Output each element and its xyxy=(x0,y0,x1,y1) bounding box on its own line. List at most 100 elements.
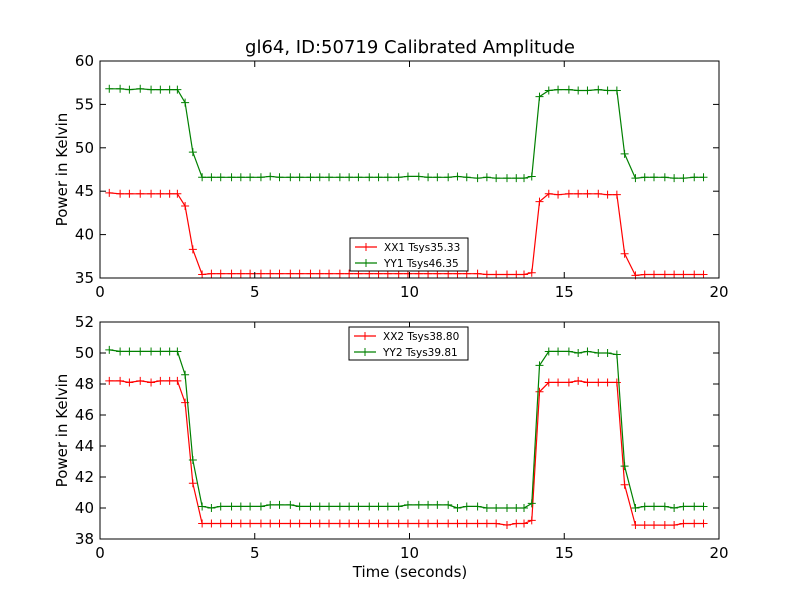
data-point-marker xyxy=(188,455,197,464)
data-point-marker xyxy=(670,521,679,530)
data-point-marker xyxy=(482,173,491,182)
data-point-marker xyxy=(631,504,640,512)
x-tick-label: 20 xyxy=(709,544,728,562)
data-point-marker xyxy=(207,269,216,278)
data-point-marker xyxy=(670,270,679,279)
data-point-marker xyxy=(207,519,216,528)
data-point-marker xyxy=(116,84,125,93)
data-point-marker xyxy=(125,347,134,356)
data-point-marker xyxy=(554,85,563,94)
data-point-marker xyxy=(325,502,334,511)
legend-marker xyxy=(361,332,369,340)
y-tick-label: 38 xyxy=(75,530,94,548)
data-point-marker xyxy=(594,85,603,94)
data-point-marker xyxy=(125,378,134,387)
y-tick-label: 52 xyxy=(75,313,94,331)
data-point-marker xyxy=(414,172,423,181)
data-point-marker xyxy=(256,269,265,278)
data-point-marker xyxy=(512,504,521,512)
data-point-marker xyxy=(544,189,553,198)
data-point-marker xyxy=(690,173,699,182)
data-point-marker xyxy=(374,519,383,528)
data-point-marker xyxy=(527,172,536,181)
data-point-marker xyxy=(650,502,659,511)
data-point-marker xyxy=(315,519,324,528)
data-point-marker xyxy=(660,173,669,182)
figure-title: gl64, ID:50719 Calibrated Amplitude xyxy=(245,37,575,58)
data-point-marker xyxy=(173,376,182,385)
data-point-marker xyxy=(583,86,592,95)
data-point-marker xyxy=(198,173,207,182)
legend-label: XX2 Tsys38.80 xyxy=(383,331,459,343)
data-point-marker xyxy=(116,189,125,198)
data-point-marker xyxy=(198,519,207,528)
data-point-marker xyxy=(207,173,216,182)
data-point-marker xyxy=(266,500,275,509)
data-point-marker xyxy=(216,269,225,278)
data-point-marker xyxy=(286,173,295,182)
data-point-marker xyxy=(574,349,583,357)
data-point-marker xyxy=(188,148,197,157)
data-point-marker xyxy=(492,174,501,183)
data-point-marker xyxy=(473,269,482,278)
data-point-marker xyxy=(453,172,462,181)
data-point-marker xyxy=(594,349,603,357)
data-point-marker xyxy=(354,502,363,511)
data-point-marker xyxy=(156,347,165,356)
data-point-marker xyxy=(564,189,573,198)
data-point-marker xyxy=(198,502,207,511)
legend-label: YY2 Tsys39.81 xyxy=(382,347,458,359)
data-point-marker xyxy=(512,174,521,183)
data-point-marker xyxy=(583,378,592,387)
legend: XX1 Tsys35.33 YY1 Tsys46.35 xyxy=(349,237,469,272)
data-point-marker xyxy=(125,85,134,94)
data-point-marker xyxy=(227,519,236,528)
x-tick-label: 0 xyxy=(95,544,105,562)
data-point-marker xyxy=(690,519,699,528)
data-point-marker xyxy=(650,173,659,182)
data-point-marker xyxy=(216,519,225,528)
y-tick-label: 40 xyxy=(75,226,94,244)
data-point-marker xyxy=(335,269,344,278)
data-point-marker xyxy=(544,378,553,387)
data-point-marker xyxy=(246,502,255,511)
data-point-marker xyxy=(325,519,334,528)
data-point-marker xyxy=(535,197,544,206)
data-point-marker xyxy=(444,519,453,528)
data-point-marker xyxy=(462,502,471,511)
data-point-marker xyxy=(246,173,255,182)
data-point-marker xyxy=(136,347,145,356)
x-tick-label: 15 xyxy=(555,283,574,301)
data-point-marker xyxy=(512,519,521,528)
data-point-marker xyxy=(502,521,511,530)
data-point-marker xyxy=(473,519,482,528)
data-point-marker xyxy=(295,519,304,528)
data-point-marker xyxy=(181,98,190,107)
data-point-marker xyxy=(403,172,412,181)
data-point-marker xyxy=(660,521,669,530)
y-tick-label: 45 xyxy=(75,182,94,200)
data-point-marker xyxy=(603,190,612,199)
data-point-marker xyxy=(433,519,442,528)
data-point-marker xyxy=(335,173,344,182)
data-point-marker xyxy=(699,502,708,511)
data-point-marker xyxy=(462,173,471,182)
data-point-marker xyxy=(520,270,529,279)
data-point-marker xyxy=(266,269,275,278)
data-point-marker xyxy=(181,370,190,379)
data-point-marker xyxy=(544,347,553,356)
data-point-marker xyxy=(216,502,225,511)
data-point-marker xyxy=(690,502,699,511)
y-tick-label: 35 xyxy=(75,269,94,287)
data-point-marker xyxy=(383,173,392,182)
data-point-marker xyxy=(699,173,708,182)
data-point-marker xyxy=(306,269,315,278)
y-tick-label: 50 xyxy=(75,139,94,157)
data-point-marker xyxy=(650,270,659,279)
data-point-marker xyxy=(275,519,284,528)
data-point-marker xyxy=(603,86,612,95)
data-point-marker xyxy=(286,269,295,278)
data-point-marker xyxy=(433,500,442,509)
data-point-marker xyxy=(156,189,165,198)
data-point-marker xyxy=(383,502,392,511)
